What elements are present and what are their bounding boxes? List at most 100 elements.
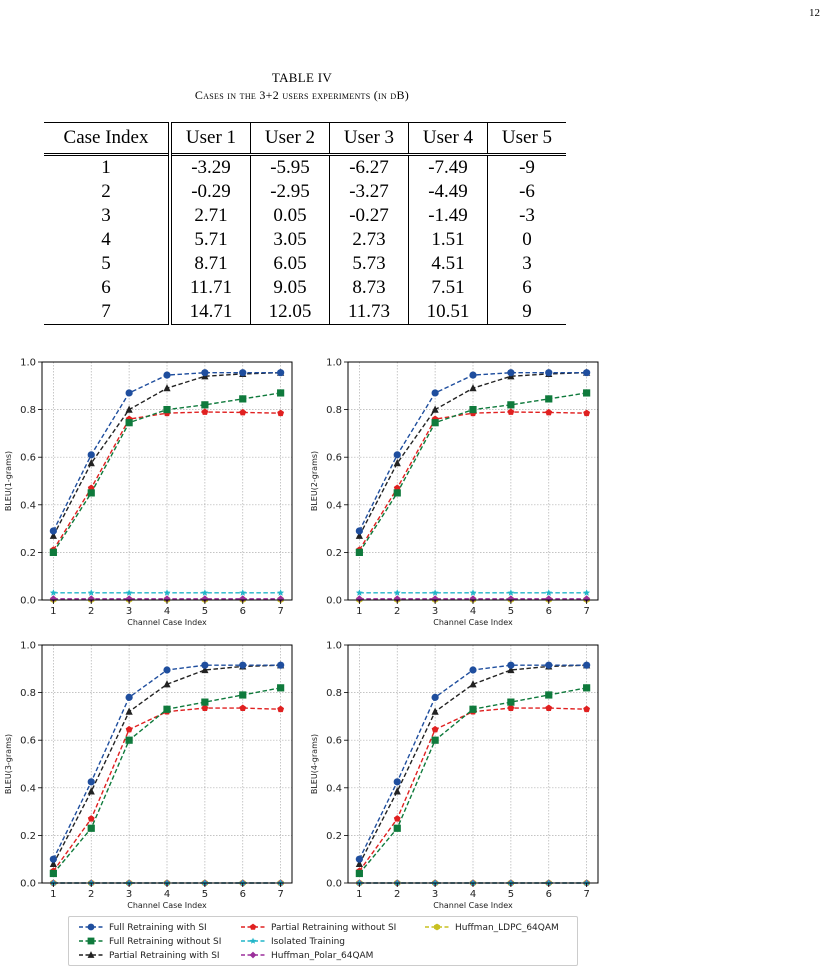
data-point xyxy=(583,369,591,377)
y-tick-label: 1.0 xyxy=(20,641,36,652)
table-cell: 7.51 xyxy=(408,276,488,300)
data-point xyxy=(125,725,133,733)
data-point xyxy=(201,589,209,596)
data-point xyxy=(431,389,439,397)
x-tick-label: 7 xyxy=(277,606,283,617)
data-point xyxy=(545,704,553,711)
legend-item-huffman-ldpc-64qam: Huffman_LDPC_64QAM xyxy=(425,923,559,933)
x-tick-label: 1 xyxy=(356,889,362,900)
x-tick-label: 5 xyxy=(202,606,208,617)
series-line xyxy=(52,372,281,537)
chart-svg: 0.0 0.2 0.4 0.6 0.8 1.0 1 2 3 4 5 6 7 Channel Case In… xyxy=(4,641,293,910)
table-cell: 0.05 xyxy=(250,204,330,228)
data-point xyxy=(545,595,553,603)
table-cell: -6.27 xyxy=(329,154,409,180)
data-point xyxy=(87,815,95,822)
data-point xyxy=(125,736,133,744)
table-row: 5 8.71 6.05 5.73 4.51 3 xyxy=(44,252,566,276)
table-cell: -0.29 xyxy=(170,180,251,204)
x-tick-label: 3 xyxy=(126,606,132,617)
series-line xyxy=(52,411,281,551)
y-axis-label: BLEU(1-grams) xyxy=(4,451,13,511)
data-point xyxy=(201,369,209,377)
y-tick-label: 0.4 xyxy=(326,500,342,511)
x-tick-label: 2 xyxy=(88,889,94,900)
legend-label: Isolated Training xyxy=(271,937,345,947)
y-tick-label: 1.0 xyxy=(326,641,342,652)
data-point xyxy=(239,395,247,403)
series-isolated-training xyxy=(355,589,591,596)
y-tick-label: 0.2 xyxy=(20,831,36,842)
chart-svg: 0.0 0.2 0.4 0.6 0.8 1.0 1 2 3 4 5 6 7 Channel Case In… xyxy=(310,358,599,627)
y-tick-label: 0.6 xyxy=(20,453,36,464)
x-tick-label: 6 xyxy=(240,606,246,617)
x-tick-label: 4 xyxy=(470,889,476,900)
legend-svg: Full Retraining with SI Full Retraining w… xyxy=(79,923,559,961)
x-tick-label: 7 xyxy=(277,889,283,900)
data-point xyxy=(431,405,439,413)
data-point xyxy=(469,384,477,392)
data-point xyxy=(431,736,439,744)
data-point xyxy=(87,787,95,795)
y-tick-label: 0.8 xyxy=(326,405,342,416)
table-cell: 12.05 xyxy=(250,300,330,325)
data-point xyxy=(355,548,363,556)
data-point xyxy=(431,707,439,715)
table-row: 1 -3.29 -5.95 -6.27 -7.49 -9 xyxy=(44,154,566,180)
data-point xyxy=(87,489,95,497)
x-tick-label: 6 xyxy=(546,606,552,617)
y-axis-label: BLEU(3-grams) xyxy=(4,734,13,794)
table-row: 4 5.71 3.05 2.73 1.51 0 xyxy=(44,228,566,252)
chart-bleu-2-grams: 0.0 0.2 0.4 0.6 0.8 1.0 1 2 3 4 5 6 7 Channel Case In… xyxy=(306,350,606,645)
x-tick-label: 5 xyxy=(202,889,208,900)
legend-marker xyxy=(87,951,95,958)
series-huffman-polar-64qam xyxy=(49,595,285,603)
y-axis-label: BLEU(2-grams) xyxy=(310,451,319,511)
table-cell: 8.71 xyxy=(170,252,251,276)
data-point xyxy=(583,589,591,596)
data-point xyxy=(355,869,363,878)
data-point xyxy=(431,589,439,596)
y-tick-label: 0.8 xyxy=(20,688,36,699)
table-cell: -2.95 xyxy=(250,180,330,204)
header-user-4: User 4 xyxy=(408,122,488,156)
data-point xyxy=(201,704,209,711)
legend-marker xyxy=(87,937,95,945)
data-point xyxy=(431,693,439,701)
table-cell: 6 xyxy=(522,277,532,298)
table-cell: 5.71 xyxy=(170,228,251,252)
y-tick-label: 0.8 xyxy=(326,688,342,699)
table-row: 6 11.71 9.05 8.73 7.51 6 xyxy=(44,276,566,300)
data-point xyxy=(355,595,363,603)
table-cell: 10.51 xyxy=(408,300,488,325)
y-tick-label: 0.0 xyxy=(20,879,36,890)
data-point xyxy=(163,595,171,603)
table-cell: 1 xyxy=(44,154,172,180)
data-point xyxy=(277,389,285,397)
y-tick-label: 0.6 xyxy=(326,453,342,464)
y-tick-label: 0.2 xyxy=(326,831,342,842)
x-tick-label: 1 xyxy=(50,606,56,617)
data-point xyxy=(469,595,477,603)
data-point xyxy=(469,589,477,596)
series-line xyxy=(358,372,587,537)
page-number: 12 xyxy=(809,7,820,19)
y-tick-label: 0.6 xyxy=(326,736,342,747)
table-cell: 3.05 xyxy=(250,228,330,252)
y-tick-label: 0.2 xyxy=(326,548,342,559)
table-row: 7 14.71 12.05 11.73 10.51 9 xyxy=(44,300,566,325)
data-point xyxy=(507,589,515,596)
table-cell: -1.49 xyxy=(408,204,488,228)
data-point xyxy=(431,419,439,427)
table-cell: 6 xyxy=(44,276,172,300)
data-point xyxy=(163,666,171,674)
legend-label: Huffman_LDPC_64QAM xyxy=(455,923,559,933)
table-cell: -6 xyxy=(519,181,535,202)
data-point xyxy=(49,548,57,556)
data-point xyxy=(545,369,553,377)
grid xyxy=(42,361,292,601)
y-tick-label: 1.0 xyxy=(20,358,36,369)
data-point xyxy=(125,405,133,413)
x-axis-label: Channel Case Index xyxy=(127,618,207,627)
series-full-retraining-with-si xyxy=(49,369,285,535)
